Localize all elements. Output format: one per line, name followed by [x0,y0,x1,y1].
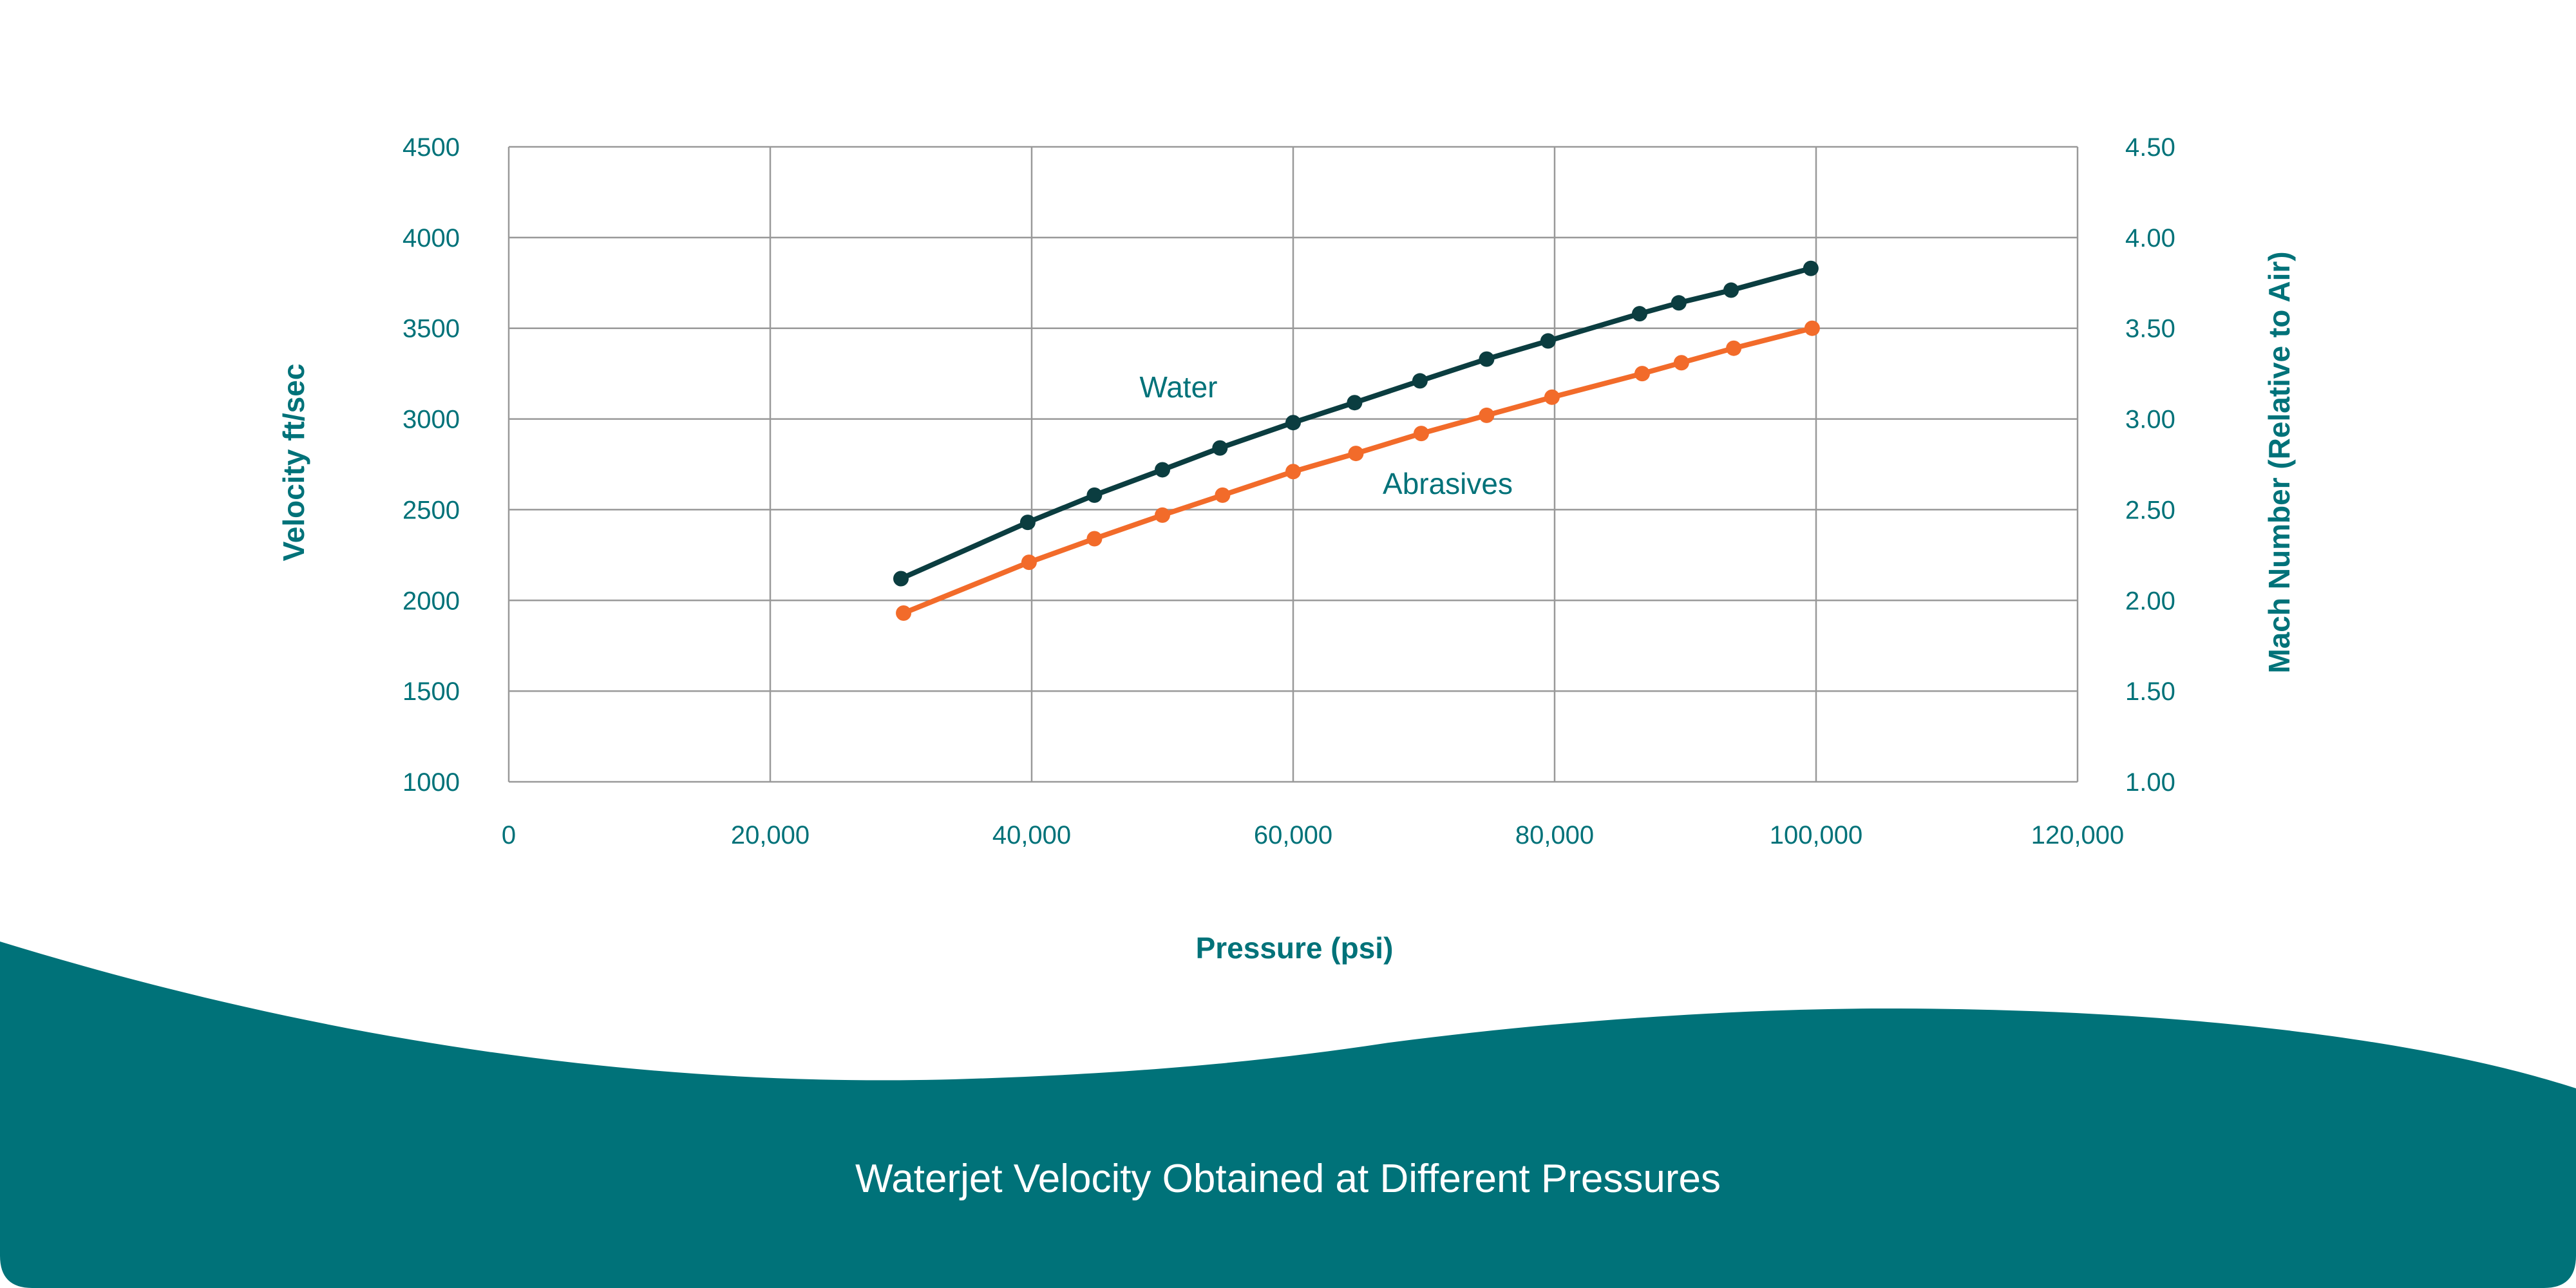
data-point-water [1803,260,1819,276]
data-point-abrasives [1726,340,1742,356]
x-tick-labels: 0 20,000 40,000 60,000 80,000 100,000 120,000 [502,821,2124,849]
data-point-abrasives [1086,531,1103,547]
y2-tick-label: 2.00 [2125,587,2175,615]
x-axis-title: Pressure (psi) [1196,931,1394,965]
y-tick-label: 3500 [402,315,460,343]
data-point-abrasives [1634,366,1651,382]
data-point-water [1412,373,1428,389]
x-tick-label: 40,000 [992,821,1071,849]
y2-tick-label: 1.50 [2125,677,2175,706]
series-label-water: Water [1140,370,1218,404]
data-point-abrasives [1285,464,1301,480]
x-tick-label: 100,000 [1770,821,1863,849]
data-point-water [1285,415,1301,431]
data-point-water [1479,351,1495,367]
data-point-abrasives [1155,507,1170,523]
data-point-water [1086,487,1103,503]
data-point-water [1212,440,1228,456]
data-point-water [893,571,909,587]
y2-tick-label: 2.50 [2125,496,2175,524]
y2-tick-label: 4.50 [2125,133,2175,162]
series-label-abrasives: Abrasives [1383,467,1513,500]
y-tick-labels: 1000 1500 2000 2500 3000 3500 4000 4500 [402,133,460,797]
y-tick-label: 2000 [402,587,460,615]
data-point-water [1540,333,1556,349]
footer-wave-band [0,942,2576,1288]
x-tick-label: 60,000 [1254,821,1332,849]
chart-caption: Waterjet Velocity Obtained at Different … [855,1157,1721,1201]
series-line-abrasives [901,325,1815,616]
data-point-water [1019,515,1036,531]
data-point-water [1671,295,1687,311]
data-point-water [1723,282,1739,298]
y2-tick-labels: 1.00 1.50 2.00 2.50 3.00 3.50 4.00 4.50 [2125,133,2175,797]
data-point-abrasives [1804,320,1820,336]
y2-tick-label: 3.50 [2125,315,2175,343]
data-point-water [1155,462,1170,478]
data-point-abrasives [1673,355,1689,371]
y-tick-label: 2500 [402,496,460,524]
y-tick-label: 1000 [402,768,460,797]
x-tick-label: 0 [502,821,516,849]
data-point-abrasives [1348,446,1364,462]
y2-axis-title: Mach Number (Relative to Air) [2262,251,2296,673]
y-tick-label: 3000 [402,406,460,434]
y2-tick-label: 1.00 [2125,768,2175,797]
series-lines [893,260,1820,621]
y-tick-label: 1500 [402,677,460,706]
data-point-abrasives [896,605,912,621]
data-point-abrasives [1544,389,1560,405]
data-point-abrasives [1021,554,1037,571]
data-point-abrasives [1479,407,1495,423]
data-point-abrasives [1413,426,1429,442]
y2-tick-label: 4.00 [2125,224,2175,252]
x-tick-label: 80,000 [1515,821,1594,849]
x-tick-label: 20,000 [731,821,810,849]
series-line-water [898,265,1814,582]
y-axis-title: Velocity ft/sec [277,364,310,562]
y-tick-label: 4000 [402,224,460,252]
data-point-water [1631,306,1647,322]
data-point-water [1347,395,1363,411]
x-tick-label: 120,000 [2031,821,2125,849]
y-tick-label: 4500 [402,133,460,162]
y2-tick-label: 3.00 [2125,406,2175,434]
data-point-abrasives [1215,487,1231,503]
